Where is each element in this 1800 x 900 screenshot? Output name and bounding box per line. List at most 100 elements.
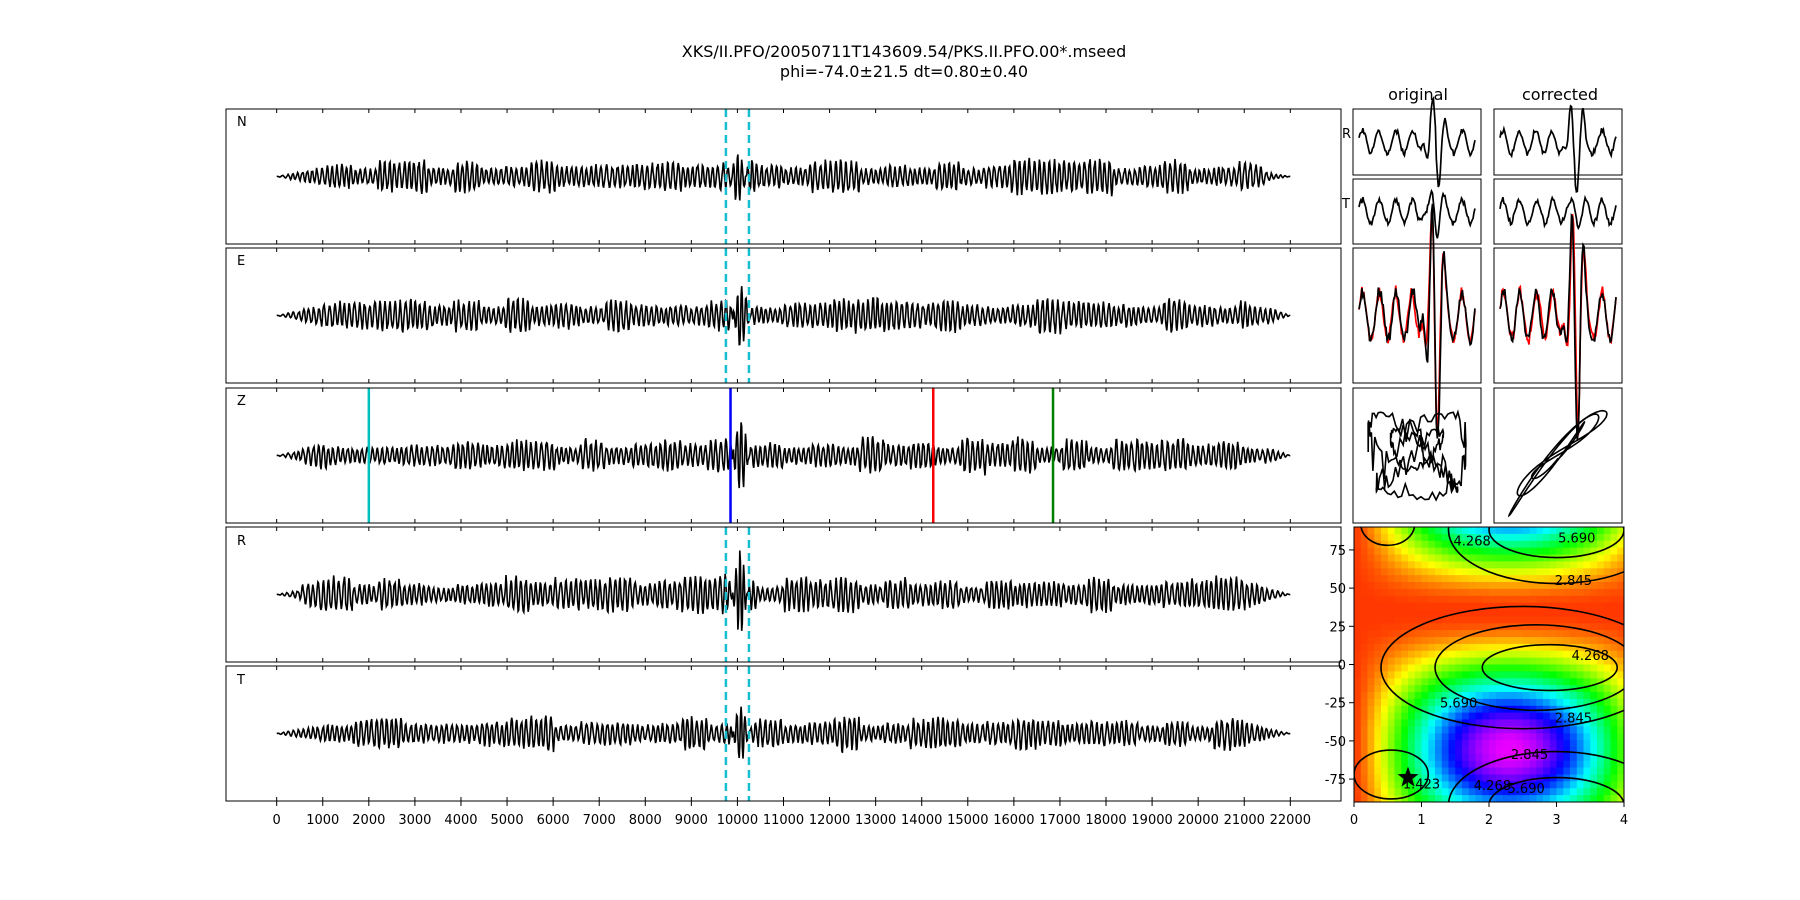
surface-cell (1360, 767, 1369, 776)
surface-cell (1475, 547, 1483, 556)
surface-cell (1374, 692, 1382, 700)
surface-cell (1556, 685, 1564, 693)
surface-cell (1489, 588, 1497, 597)
surface-cell (1441, 767, 1450, 776)
surface-cell (1495, 643, 1504, 652)
surface-cell (1549, 533, 1558, 542)
surface-cell (1408, 561, 1416, 569)
surface-cell (1536, 616, 1544, 624)
surface-cell (1448, 719, 1456, 727)
contour-label: 2.845 (1511, 748, 1548, 763)
surface-cell (1414, 561, 1423, 569)
surface-cell (1401, 733, 1409, 741)
surface-cell (1482, 630, 1490, 638)
surface-cell (1414, 747, 1423, 755)
surface-cell (1414, 616, 1423, 624)
surface-cell (1509, 588, 1517, 597)
surface-cell (1529, 685, 1537, 693)
surface-cell (1421, 561, 1429, 569)
surface-cell (1509, 726, 1517, 734)
surface-cell (1570, 781, 1578, 789)
surface-cell (1576, 747, 1585, 755)
surface-cell (1570, 547, 1578, 556)
surface-cell (1394, 643, 1402, 652)
surface-cell (1448, 623, 1456, 631)
surface-cell (1522, 747, 1531, 755)
surface-cell (1441, 795, 1450, 802)
surface-cell (1441, 705, 1450, 714)
surface-cell (1570, 643, 1578, 652)
surface-cell (1401, 609, 1409, 617)
surface-cell (1603, 540, 1612, 549)
surface-cell (1563, 547, 1571, 556)
surface-cell (1381, 533, 1389, 542)
surface-cell (1401, 582, 1409, 590)
surface-cell (1583, 726, 1591, 734)
surface-cell (1543, 747, 1551, 755)
surface-cell (1374, 760, 1382, 769)
surface-cell (1360, 657, 1369, 666)
trace-t-layer (276, 666, 1291, 801)
surface-cell (1394, 595, 1402, 604)
surface-cell (1468, 719, 1477, 727)
surface-cell (1374, 733, 1382, 741)
surface-cell (1563, 616, 1571, 624)
surface-cell (1590, 657, 1598, 666)
surface-cell (1617, 698, 1624, 707)
surface-cell (1468, 609, 1477, 617)
surface-cell (1360, 671, 1369, 679)
surface-cell (1448, 671, 1456, 679)
surface-cell (1435, 678, 1443, 686)
surface-cell (1455, 623, 1463, 631)
surface-cell (1428, 561, 1436, 569)
surface-cell (1421, 692, 1429, 700)
surface-cell (1482, 740, 1490, 748)
surface-cell (1570, 609, 1578, 617)
surface-cell (1556, 609, 1564, 617)
surface-cell (1441, 623, 1450, 631)
surface-cell (1374, 781, 1382, 789)
surface-cell (1354, 753, 1362, 762)
trace-panel-e: E (225, 247, 1342, 384)
surface-cell (1448, 582, 1456, 590)
surface-cell (1482, 712, 1490, 721)
surface-cell (1448, 685, 1456, 693)
surface-cell (1570, 533, 1578, 542)
surface-cell (1354, 533, 1362, 542)
surface-cell (1421, 588, 1429, 597)
surface-cell (1354, 795, 1362, 802)
surface-cell (1543, 781, 1551, 789)
surface-cell (1414, 540, 1423, 549)
surface-cell (1354, 595, 1362, 604)
x-tick-label: 12000 (809, 813, 850, 828)
surface-cell (1536, 637, 1544, 645)
surface-cell (1428, 671, 1436, 679)
surface-cell (1360, 554, 1369, 562)
surface-cell (1428, 685, 1436, 693)
surface-cell (1387, 767, 1396, 776)
surface-cell (1468, 561, 1477, 569)
surface-cell (1482, 623, 1490, 631)
surface-cell (1576, 781, 1585, 789)
surface-cell (1360, 547, 1369, 556)
surface-cell (1509, 568, 1517, 576)
surface-cell (1360, 685, 1369, 693)
surface-cell (1367, 685, 1375, 693)
surface-cell (1610, 740, 1618, 748)
surface-cell (1367, 753, 1375, 762)
surface-cell (1495, 561, 1504, 569)
surface-cell (1489, 705, 1497, 714)
x-tick-label: 19000 (1131, 813, 1172, 828)
surface-cell (1495, 664, 1504, 672)
surface-cell (1360, 774, 1369, 782)
surface-cell (1556, 616, 1564, 624)
surface-cell (1556, 630, 1564, 638)
wave-orig-overlay-black (1358, 203, 1476, 439)
surface-cell (1435, 595, 1443, 604)
surface-cell (1529, 671, 1537, 679)
surface-cell (1516, 595, 1524, 604)
surface-cell (1489, 774, 1497, 782)
surface-cell (1462, 533, 1470, 542)
surface-cell (1441, 726, 1450, 734)
surface-cell (1536, 753, 1544, 762)
